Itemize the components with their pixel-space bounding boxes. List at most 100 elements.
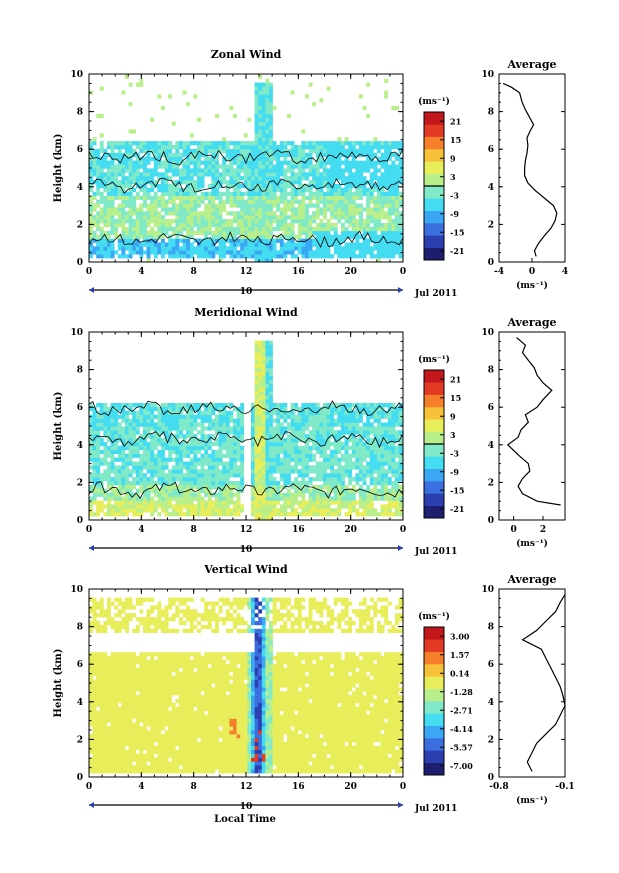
heatmap-cell [251, 414, 255, 419]
heatmap-cell [189, 184, 194, 189]
heatmap-cell [326, 242, 331, 247]
heatmap-cell [301, 449, 306, 454]
heatmap-cell [243, 172, 248, 177]
heatmap-cell [182, 207, 187, 212]
heatmap-cell [164, 445, 169, 451]
heatmap-cell [153, 207, 158, 212]
heatmap-cell [186, 180, 191, 185]
heatmap-cell [283, 199, 288, 204]
heatmap-cell [351, 164, 356, 169]
heatmap-cell [233, 418, 237, 423]
heatmap-cell [175, 500, 180, 505]
heatmap-cell [269, 387, 273, 392]
heatmap-cell [139, 180, 144, 185]
heatmap-cell [107, 430, 111, 435]
heatmap-cell [369, 211, 374, 216]
heatmap-cell [193, 461, 198, 466]
heatmap-cell [301, 250, 306, 255]
heatmap-cell [269, 465, 273, 470]
heatmap-cell [171, 242, 176, 247]
heatmap-cell [377, 418, 381, 423]
heatmap-cell [114, 403, 119, 408]
heatmap-cell [247, 226, 252, 232]
heatmap-cell [110, 488, 115, 493]
heatmap-cell [233, 434, 237, 439]
heatmap-cell [218, 442, 223, 447]
heatmap-cell [359, 141, 363, 146]
heatmap-cell [265, 508, 270, 513]
heatmap-cell [290, 453, 295, 458]
heatmap-cell [297, 410, 302, 415]
heatmap-cell [305, 453, 309, 458]
heatmap-cell [380, 488, 385, 493]
heatmap-cell [290, 469, 295, 474]
heatmap-cell [161, 191, 165, 196]
heatmap-cell [197, 445, 201, 451]
heatmap-cell [96, 484, 101, 490]
heatmap-cell [92, 426, 97, 431]
heatmap-cell [258, 98, 263, 103]
heatmap-cell [254, 258, 259, 263]
heatmap-cell [265, 106, 270, 111]
heatmap-cell [215, 508, 219, 513]
heatmap-cell [157, 473, 162, 478]
heatmap-cell [121, 203, 126, 208]
heatmap-cell [132, 246, 137, 251]
heatmap-cell [301, 477, 306, 482]
heatmap-cell [179, 492, 183, 497]
heatmap-cell [247, 234, 252, 239]
heatmap-cell [387, 254, 392, 259]
heatmap-cell [272, 496, 277, 501]
heatmap-cell [380, 410, 385, 415]
heatmap-cell [380, 426, 385, 431]
heatmap-cell [179, 250, 183, 255]
heatmap-cell [265, 113, 270, 118]
heatmap-cell [211, 160, 216, 165]
heatmap-cell [333, 418, 338, 423]
heatmap-cell [265, 504, 270, 509]
heatmap-cell [168, 438, 173, 443]
heatmap-cell [164, 418, 169, 423]
heatmap-cell [164, 504, 169, 509]
heatmap-cell [128, 438, 133, 443]
heatmap-cell [301, 223, 306, 228]
heatmap-cell [355, 438, 360, 443]
heatmap-cell [359, 477, 363, 482]
heatmap-cell [333, 184, 338, 189]
heatmap-cell [251, 246, 255, 251]
heatmap-cell [211, 223, 216, 228]
heatmap-cell [373, 254, 378, 259]
heatmap-cell [200, 481, 205, 486]
heatmap-cell [261, 226, 266, 232]
heatmap-cell [125, 461, 129, 466]
heatmap-cell [193, 172, 198, 177]
heatmap-cell [330, 199, 335, 204]
heatmap-cell [236, 434, 241, 439]
heatmap-cell [297, 492, 302, 497]
heatmap-cell [204, 434, 209, 439]
heatmap-cell [261, 191, 266, 196]
heatmap-cell [150, 211, 155, 216]
heatmap-cell [344, 492, 349, 497]
heatmap-cell [103, 426, 108, 431]
heatmap-cell [125, 496, 129, 501]
heatmap-cell [103, 164, 108, 169]
heatmap-cell [164, 246, 169, 251]
heatmap-cell [128, 422, 133, 427]
heatmap-cell [312, 195, 317, 200]
heatmap-cell [276, 496, 281, 501]
heatmap-cell [254, 203, 259, 208]
heatmap-cell [305, 403, 309, 408]
heatmap-cell [265, 364, 270, 369]
heatmap-cell [341, 230, 345, 235]
heatmap-cell [254, 484, 259, 490]
heatmap-cell [258, 207, 263, 212]
heatmap-cell [287, 238, 291, 243]
heatmap-cell [373, 484, 378, 490]
heatmap-cell [337, 492, 342, 497]
heatmap-cell [240, 453, 245, 458]
heatmap-cell [218, 445, 223, 451]
heatmap-cell [366, 445, 371, 451]
heatmap-cell [222, 176, 227, 181]
heatmap-cell [233, 469, 237, 474]
